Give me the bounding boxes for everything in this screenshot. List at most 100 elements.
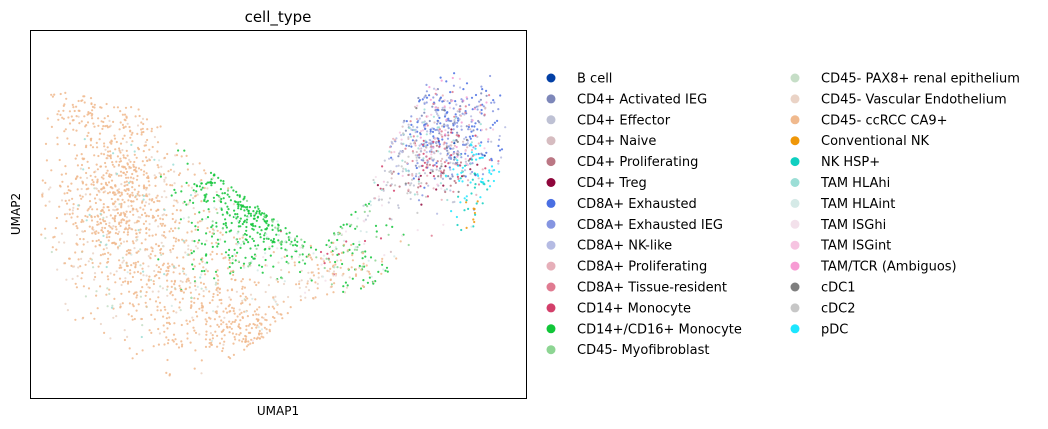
scatter-point (140, 168, 143, 171)
scatter-point (397, 172, 400, 175)
scatter-point (93, 187, 96, 190)
legend-marker (790, 240, 800, 250)
scatter-point (401, 151, 404, 154)
scatter-point (220, 302, 223, 305)
scatter-point (126, 122, 129, 125)
scatter-point (51, 246, 54, 249)
scatter-point (131, 180, 134, 184)
scatter-point (376, 184, 379, 187)
scatter-point (133, 271, 136, 274)
scatter-point (264, 290, 267, 294)
scatter-point (180, 185, 183, 188)
scatter-point (135, 309, 138, 312)
legend-marker (790, 261, 800, 271)
scatter-point (470, 96, 474, 99)
scatter-point (135, 352, 138, 356)
scatter-point (443, 169, 446, 172)
scatter-point (438, 128, 441, 131)
scatter-point (173, 322, 176, 325)
scatter-point (130, 253, 133, 256)
scatter-point (127, 248, 130, 252)
scatter-point (82, 220, 85, 223)
scatter-point (393, 255, 396, 258)
scatter-point (469, 128, 472, 131)
scatter-point (469, 181, 472, 184)
scatter-point (131, 172, 134, 176)
scatter-point (258, 210, 261, 213)
scatter-point (409, 135, 413, 138)
scatter-point (158, 332, 161, 335)
scatter-point (114, 200, 117, 203)
scatter-point (232, 189, 235, 192)
scatter-point (111, 187, 114, 190)
scatter-point (452, 128, 455, 131)
scatter-point (477, 142, 480, 145)
scatter-point (466, 163, 470, 167)
scatter-point (189, 281, 192, 285)
scatter-point (395, 165, 398, 168)
scatter-point (232, 236, 236, 239)
scatter-point (363, 242, 366, 245)
scatter-point (453, 152, 456, 155)
legend-item: CD45- PAX8+ renal epithelium (790, 72, 1020, 87)
scatter-point (436, 88, 439, 91)
scatter-point (136, 132, 139, 135)
legend-marker (546, 198, 556, 208)
scatter-point (97, 239, 100, 242)
scatter-point (358, 243, 361, 246)
scatter-point (134, 229, 137, 232)
series-points-25 (372, 132, 464, 214)
scatter-point (90, 102, 93, 106)
scatter-point (172, 236, 175, 239)
scatter-point (145, 291, 148, 294)
scatter-point (50, 93, 53, 96)
scatter-point (251, 297, 254, 300)
scatter-point (424, 125, 427, 128)
scatter-point (464, 160, 467, 163)
scatter-point (288, 231, 291, 234)
legend-marker (790, 324, 800, 334)
scatter-point (264, 252, 267, 255)
legend-label: TAM/TCR (Ambiguos) (820, 260, 957, 275)
scatter-point (82, 95, 85, 98)
scatter-point (179, 287, 182, 290)
scatter-point (453, 142, 456, 145)
scatter-point (163, 231, 166, 234)
scatter-point (185, 273, 188, 276)
scatter-point (142, 208, 145, 211)
scatter-point (205, 333, 208, 336)
scatter-point (479, 123, 482, 126)
scatter-point (200, 182, 203, 185)
scatter-point (442, 172, 445, 175)
scatter-point (448, 166, 451, 169)
scatter-point (46, 117, 49, 120)
scatter-point (119, 237, 122, 240)
scatter-point (470, 141, 473, 144)
scatter-point (229, 270, 233, 273)
scatter-point (142, 198, 145, 201)
scatter-point (346, 284, 349, 287)
scatter-point (430, 145, 433, 148)
scatter-point (216, 290, 219, 293)
scatter-point (155, 243, 158, 246)
scatter-point (224, 256, 227, 259)
scatter-point (139, 216, 142, 219)
scatter-point (92, 183, 95, 186)
scatter-point (253, 337, 256, 340)
scatter-point (179, 279, 182, 283)
scatter-point (206, 227, 209, 230)
scatter-point (228, 214, 231, 217)
scatter-point (232, 353, 235, 356)
scatter-point (420, 182, 423, 185)
scatter-point (159, 222, 162, 225)
scatter-point (155, 209, 158, 212)
scatter-point (295, 283, 298, 286)
scatter-point (138, 194, 141, 197)
scatter-point (409, 191, 412, 194)
scatter-point (147, 176, 150, 180)
scatter-point (398, 131, 401, 134)
scatter-point (342, 285, 345, 288)
scatter-point (121, 256, 124, 259)
scatter-point (72, 128, 75, 131)
